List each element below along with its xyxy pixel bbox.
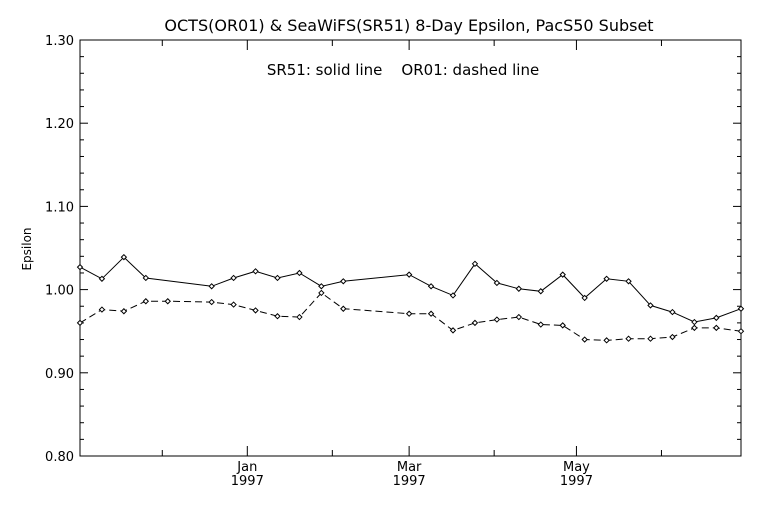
data-point-sr51 <box>737 305 745 312</box>
data-point-sr51 <box>405 271 413 278</box>
data-point-or01 <box>603 337 610 344</box>
x-tick-label-year: 1997 <box>231 474 264 489</box>
y-tick-label: 0.90 <box>45 367 74 382</box>
data-point-or01 <box>318 289 325 297</box>
data-point-sr51 <box>274 274 281 282</box>
y-tick-label: 1.20 <box>45 117 74 132</box>
data-point-sr51 <box>537 288 544 295</box>
data-point-or01 <box>98 306 106 313</box>
data-point-or01 <box>537 321 544 328</box>
data-point-or01 <box>737 327 745 335</box>
y-tick-label: 1.10 <box>45 200 74 215</box>
data-point-sr51 <box>142 274 150 282</box>
y-axis-label: Epsilon <box>20 227 34 270</box>
data-point-or01 <box>427 310 435 317</box>
data-point-sr51 <box>318 283 325 290</box>
plot-frame <box>79 39 742 457</box>
data-point-or01 <box>230 301 237 308</box>
data-point-or01 <box>142 298 150 305</box>
data-point-or01 <box>164 298 171 305</box>
data-point-or01 <box>296 313 303 321</box>
data-point-sr51 <box>208 283 215 290</box>
series-group <box>76 253 745 344</box>
y-tick-label: 0.80 <box>45 450 74 465</box>
data-point-or01 <box>515 313 523 321</box>
data-point-sr51 <box>581 294 588 302</box>
data-point-or01 <box>581 336 588 343</box>
data-point-or01 <box>559 322 566 329</box>
data-point-sr51 <box>296 269 303 277</box>
y-tick-label: 1.00 <box>45 284 74 299</box>
x-tick-label-year: 1997 <box>560 474 593 489</box>
chart-annotation: SR51: solid line OR01: dashed line <box>267 61 539 79</box>
data-point-or01 <box>625 335 632 342</box>
data-point-or01 <box>274 313 281 320</box>
data-point-or01 <box>405 310 413 317</box>
data-point-sr51 <box>98 275 106 282</box>
data-point-sr51 <box>120 253 128 261</box>
data-point-or01 <box>493 316 501 323</box>
data-point-sr51 <box>493 279 501 287</box>
data-point-sr51 <box>713 314 720 322</box>
data-point-sr51 <box>252 268 259 275</box>
data-point-sr51 <box>559 271 566 278</box>
data-point-or01 <box>713 324 720 332</box>
data-point-sr51 <box>515 285 523 292</box>
data-point-sr51 <box>647 302 654 309</box>
data-point-sr51 <box>449 292 457 299</box>
data-point-or01 <box>471 319 479 327</box>
data-point-or01 <box>647 335 654 342</box>
x-tick-label-month: Jan <box>236 460 257 475</box>
data-point-sr51 <box>669 308 676 316</box>
data-point-sr51 <box>76 263 84 271</box>
data-point-sr51 <box>691 318 698 326</box>
data-point-sr51 <box>603 275 610 282</box>
data-point-or01 <box>208 298 215 306</box>
data-point-or01 <box>76 319 84 327</box>
data-point-or01 <box>120 308 128 315</box>
data-point-or01 <box>669 333 676 341</box>
data-point-or01 <box>252 307 259 314</box>
x-tick-label-month: Mar <box>397 460 422 475</box>
chart-title: OCTS(OR01) & SeaWiFS(SR51) 8-Day Epsilon… <box>164 16 653 35</box>
y-tick-label: 1.30 <box>45 34 74 49</box>
data-point-sr51 <box>230 274 237 282</box>
data-point-or01 <box>340 305 347 312</box>
data-point-or01 <box>691 324 698 332</box>
data-point-sr51 <box>625 278 632 285</box>
data-point-sr51 <box>471 260 479 268</box>
x-tick-label-month: May <box>563 460 590 475</box>
data-point-sr51 <box>340 278 347 285</box>
x-tick-label-year: 1997 <box>393 474 426 489</box>
series-line-or01 <box>79 292 742 341</box>
axes-group: 0.800.901.001.101.201.30Jan1997Mar1997Ma… <box>45 34 741 489</box>
data-point-sr51 <box>427 283 435 290</box>
data-point-or01 <box>449 327 457 334</box>
